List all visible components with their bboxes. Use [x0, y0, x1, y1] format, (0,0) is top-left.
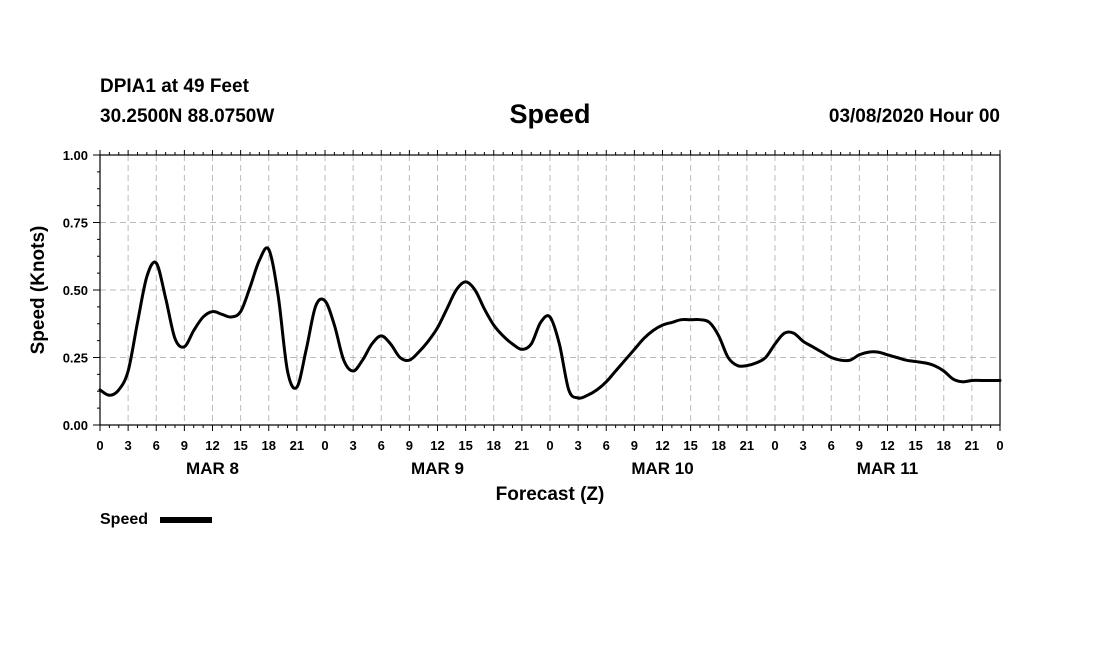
station-coordinates: 30.2500N 88.0750W — [100, 106, 275, 127]
chart-title: Speed — [509, 99, 591, 129]
x-tick-label: 0 — [996, 438, 1003, 453]
ticks — [93, 150, 1001, 431]
x-tick-label: 9 — [406, 438, 413, 453]
x-tick-label: 21 — [515, 438, 529, 453]
x-tick-label: 6 — [153, 438, 160, 453]
x-tick-label: 9 — [856, 438, 863, 453]
date-label: MAR 11 — [857, 459, 918, 478]
x-tick-label: 3 — [125, 438, 132, 453]
y-tick-label: 0.75 — [63, 216, 88, 231]
x-tick-label: 12 — [430, 438, 444, 453]
x-tick-label: 15 — [458, 438, 472, 453]
forecast-datetime: 03/08/2020 Hour 00 — [828, 106, 1000, 127]
y-tick-label: 1.00 — [63, 148, 88, 163]
x-tick-label: 3 — [350, 438, 357, 453]
y-tick-label: 0.25 — [63, 351, 88, 366]
legend-swatch — [160, 517, 212, 523]
x-tick-label: 6 — [828, 438, 835, 453]
y-axis-title: Speed (Knots) — [28, 226, 49, 355]
x-tick-label: 21 — [290, 438, 304, 453]
date-label: MAR 8 — [186, 459, 239, 478]
y-tick-labels: 0.00 0.25 0.50 0.75 1.00 — [63, 148, 88, 433]
y-tick-label: 0.50 — [63, 283, 88, 298]
x-tick-label: 15 — [683, 438, 697, 453]
x-tick-label: 0 — [771, 438, 778, 453]
x-axis-title: Forecast (Z) — [496, 484, 605, 505]
x-tick-label: 12 — [880, 438, 894, 453]
x-tick-label: 21 — [740, 438, 754, 453]
y-tick-label: 0.00 — [63, 418, 88, 433]
x-tick-label: 0 — [96, 438, 103, 453]
x-tick-label: 3 — [800, 438, 807, 453]
date-labels: MAR 8 MAR 9 MAR 10 MAR 11 — [186, 459, 918, 478]
legend-label: Speed — [100, 511, 148, 528]
x-tick-label: 18 — [487, 438, 501, 453]
speed-series-line — [98, 246, 1002, 400]
x-tick-label: 6 — [603, 438, 610, 453]
x-tick-label: 12 — [655, 438, 669, 453]
date-label: MAR 9 — [411, 459, 464, 478]
x-tick-label: 6 — [378, 438, 385, 453]
x-tick-label: 12 — [205, 438, 219, 453]
grid — [100, 155, 1000, 425]
date-label: MAR 10 — [631, 459, 693, 478]
plot-frame — [99, 154, 1001, 426]
x-tick-label: 3 — [575, 438, 582, 453]
x-tick-label: 18 — [937, 438, 951, 453]
x-tick-label: 0 — [321, 438, 328, 453]
x-tick-label: 18 — [262, 438, 276, 453]
x-tick-label: 15 — [233, 438, 247, 453]
x-tick-labels: 0 3 6 9 12 15 18 21 0 3 6 9 12 15 18 21 0 3 6 9 12 15 18 21 0 3 6 9… — [96, 438, 1003, 453]
x-tick-label: 9 — [181, 438, 188, 453]
x-tick-label: 18 — [712, 438, 726, 453]
x-tick-label: 9 — [631, 438, 638, 453]
station-name: DPIA1 at 49 Feet — [100, 76, 249, 97]
x-tick-label: 0 — [546, 438, 553, 453]
x-tick-label: 21 — [965, 438, 979, 453]
x-tick-label: 15 — [908, 438, 922, 453]
